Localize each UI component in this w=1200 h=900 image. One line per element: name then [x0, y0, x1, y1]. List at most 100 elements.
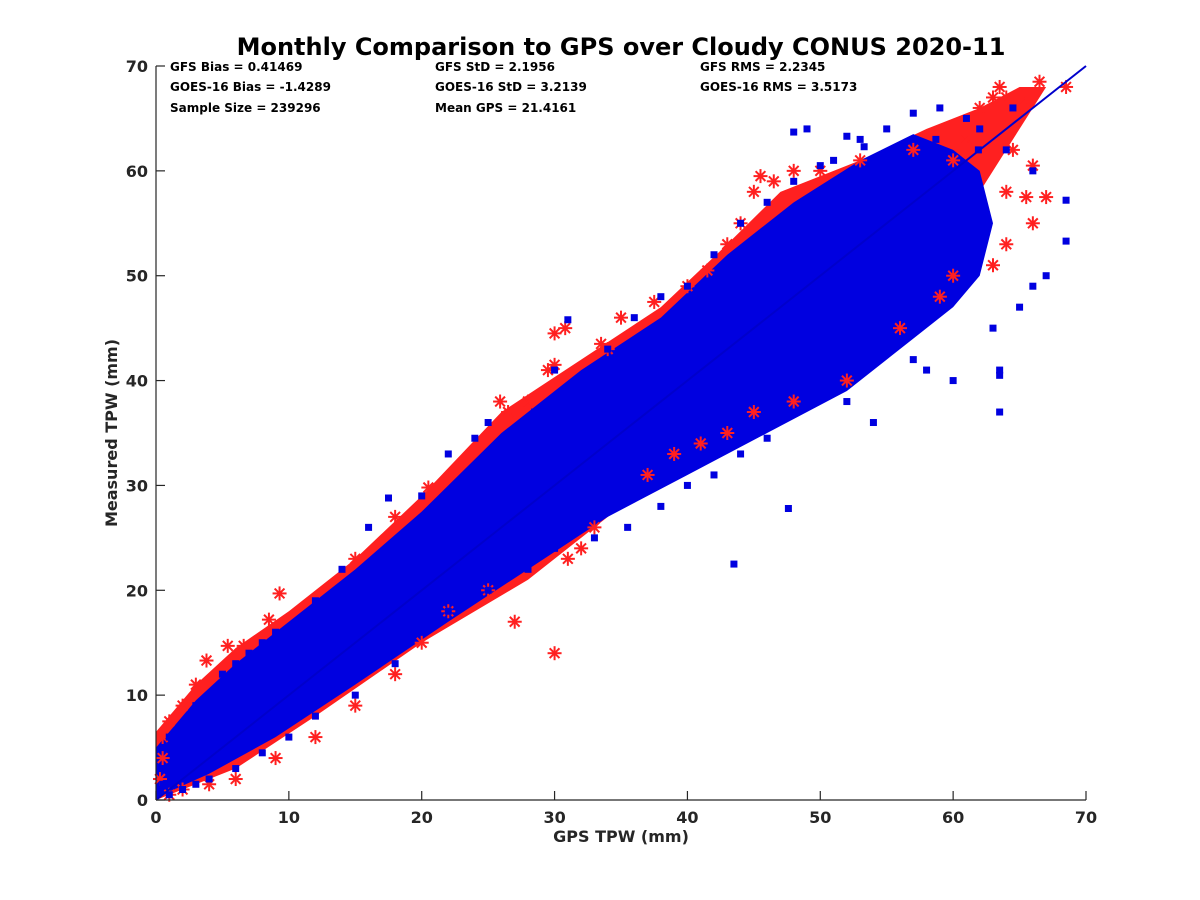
- scatter-points-layer: [152, 74, 1074, 802]
- data-point-square: [205, 775, 213, 783]
- stat-goes-bias: GOES-16 Bias = -1.4289: [170, 80, 331, 94]
- data-point-square: [391, 660, 399, 668]
- data-point-square: [887, 149, 895, 157]
- data-point-asterisk: [667, 446, 682, 461]
- data-point-square: [856, 135, 864, 143]
- data-point-asterisk: [547, 646, 562, 661]
- data-point-square: [923, 366, 931, 374]
- data-point-square: [351, 691, 359, 699]
- data-point-square: [531, 408, 539, 416]
- data-point-square: [484, 586, 492, 594]
- stat-mean-gps: Mean GPS = 21.4161: [435, 101, 576, 115]
- data-point-asterisk: [700, 263, 715, 278]
- data-point-square: [803, 125, 811, 133]
- data-point-square: [551, 544, 559, 552]
- y-tick-label: 0: [137, 791, 148, 810]
- data-point-asterisk: [720, 426, 735, 440]
- data-point-asterisk: [1019, 190, 1034, 205]
- data-point-square: [790, 177, 798, 185]
- data-point-square: [962, 114, 970, 122]
- y-tick-label: 30: [126, 476, 148, 495]
- data-point-square: [484, 419, 492, 427]
- data-point-asterisk: [155, 751, 170, 766]
- data-point-square: [338, 565, 346, 573]
- data-point-square: [816, 162, 824, 170]
- data-point-asterisk: [388, 509, 403, 524]
- data-point-square: [418, 492, 426, 500]
- data-point-square: [179, 723, 187, 731]
- data-point-asterisk: [693, 436, 708, 451]
- data-point-square: [730, 560, 738, 568]
- data-point-square: [418, 628, 426, 636]
- data-point-square: [790, 128, 798, 136]
- data-point-asterisk: [999, 184, 1014, 199]
- data-point-square: [630, 314, 638, 322]
- data-point-square: [860, 143, 868, 151]
- data-point-square: [763, 198, 771, 206]
- y-tick-label: 60: [126, 162, 148, 181]
- data-point-square: [883, 125, 891, 133]
- x-tick-label: 60: [942, 808, 964, 827]
- data-point-asterisk: [175, 698, 190, 713]
- data-point-square: [624, 523, 632, 531]
- data-point-asterisk: [1032, 74, 1047, 89]
- x-tick-label: 50: [809, 808, 831, 827]
- data-point-asterisk: [236, 638, 251, 653]
- data-point-asterisk: [348, 698, 363, 713]
- data-point-asterisk: [986, 90, 1000, 105]
- data-point-square: [165, 733, 173, 741]
- data-point-square: [218, 670, 226, 678]
- data-point-asterisk: [720, 237, 735, 252]
- data-point-square: [298, 618, 306, 626]
- data-point-asterisk: [906, 142, 921, 157]
- data-point-square: [285, 733, 293, 741]
- data-point-asterisk: [574, 541, 589, 556]
- data-point-asterisk: [999, 90, 1014, 105]
- data-point-asterisk: [932, 289, 947, 304]
- y-tick-label: 10: [126, 686, 148, 705]
- data-point-asterisk: [746, 405, 761, 420]
- axes: [155, 65, 1087, 801]
- y-tick-label: 50: [126, 267, 148, 286]
- data-point-square: [1009, 104, 1017, 112]
- data-point-square: [710, 251, 718, 259]
- y-axis-label: Measured TPW (mm): [102, 339, 121, 527]
- data-point-asterisk: [786, 394, 801, 409]
- y-tick-label: 40: [126, 372, 148, 391]
- data-point-asterisk: [388, 667, 403, 682]
- data-point-asterisk: [587, 520, 602, 535]
- x-tick-label: 20: [411, 808, 433, 827]
- data-point-asterisk: [272, 586, 287, 601]
- stat-gfs-bias: GFS Bias = 0.41469: [170, 60, 302, 74]
- data-point-square: [564, 316, 572, 324]
- data-point-square: [159, 780, 167, 788]
- data-point-asterisk: [1025, 216, 1040, 231]
- data-point-asterisk: [999, 237, 1014, 252]
- data-point-square: [258, 639, 266, 647]
- data-point-square: [763, 434, 771, 442]
- data-point-asterisk: [558, 321, 573, 336]
- data-point-square: [909, 356, 917, 364]
- data-point-square: [444, 450, 452, 458]
- data-point-asterisk: [421, 480, 436, 495]
- data-point-square: [232, 765, 240, 773]
- x-tick-label: 40: [676, 808, 698, 827]
- x-tick-label: 30: [543, 808, 565, 827]
- data-point-square: [604, 345, 612, 353]
- data-point-asterisk: [614, 310, 628, 325]
- data-point-square: [830, 156, 838, 164]
- data-point-square: [843, 132, 851, 140]
- data-point-square: [524, 565, 532, 573]
- data-point-square: [1062, 237, 1070, 245]
- data-point-asterisk: [786, 163, 801, 178]
- data-point-square: [790, 408, 798, 416]
- data-point-square: [657, 293, 665, 301]
- y-tick-label: 70: [126, 57, 148, 76]
- data-point-square: [1062, 196, 1070, 204]
- data-point-square: [710, 471, 718, 479]
- data-point-square: [869, 419, 877, 427]
- data-point-asterisk: [893, 321, 907, 336]
- data-point-asterisk: [188, 677, 203, 692]
- data-point-asterisk: [507, 614, 522, 629]
